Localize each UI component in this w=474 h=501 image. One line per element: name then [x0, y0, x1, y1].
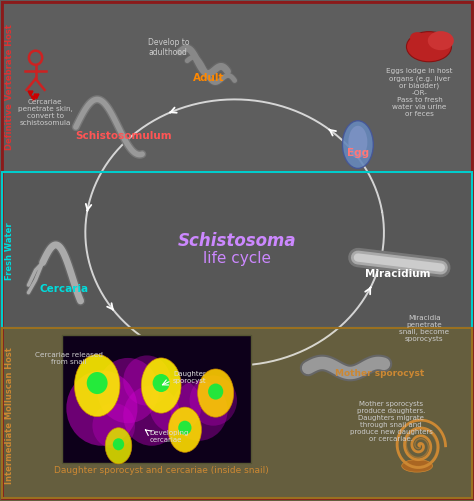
- Text: Miracidium: Miracidium: [365, 268, 431, 278]
- Ellipse shape: [410, 33, 424, 44]
- Text: Cercariae released
from snail: Cercariae released from snail: [35, 352, 103, 365]
- Ellipse shape: [342, 121, 373, 169]
- Text: Definitive Vertebrate Host: Definitive Vertebrate Host: [5, 24, 14, 149]
- Circle shape: [153, 374, 170, 392]
- Text: Cercariae
penetrate skin,
convert to
schistosomula: Cercariae penetrate skin, convert to sch…: [18, 99, 73, 126]
- Circle shape: [66, 371, 137, 446]
- Ellipse shape: [198, 369, 234, 417]
- Text: Develop to
adulthood: Develop to adulthood: [147, 38, 189, 57]
- Bar: [62, 336, 251, 463]
- Circle shape: [149, 378, 201, 433]
- Circle shape: [123, 386, 180, 446]
- Bar: [2, 328, 472, 498]
- Circle shape: [208, 384, 223, 400]
- Text: Cercaria: Cercaria: [39, 283, 89, 293]
- Bar: [0, 173, 474, 328]
- Circle shape: [113, 438, 124, 450]
- Ellipse shape: [407, 33, 451, 63]
- Text: Miracidia
penetrate
snail, become
sporocysts: Miracidia penetrate snail, become sporoc…: [399, 315, 449, 342]
- Ellipse shape: [428, 32, 454, 51]
- Text: Fresh Water: Fresh Water: [5, 222, 14, 279]
- Circle shape: [171, 381, 228, 441]
- Ellipse shape: [402, 460, 432, 472]
- Bar: [2, 173, 472, 328]
- Bar: [0, 328, 474, 501]
- Bar: [2, 3, 472, 173]
- Text: Egg: Egg: [347, 148, 369, 158]
- Ellipse shape: [141, 358, 181, 413]
- Text: Adult: Adult: [193, 73, 224, 83]
- Text: Schistosoma: Schistosoma: [178, 231, 296, 249]
- Text: Daughter sporocyst and cercariae (inside snail): Daughter sporocyst and cercariae (inside…: [54, 465, 269, 474]
- Ellipse shape: [348, 126, 367, 159]
- Ellipse shape: [74, 355, 120, 417]
- Circle shape: [92, 403, 135, 448]
- Circle shape: [190, 376, 237, 426]
- Text: Intermediate Molluscan Host: Intermediate Molluscan Host: [5, 346, 14, 483]
- Text: Developing
cercariae: Developing cercariae: [149, 429, 189, 442]
- Circle shape: [178, 421, 191, 435]
- Text: life cycle: life cycle: [203, 250, 271, 266]
- Text: Schistosomulum: Schistosomulum: [75, 130, 172, 140]
- Ellipse shape: [168, 407, 201, 452]
- Ellipse shape: [105, 428, 132, 464]
- Text: Mother sporocyst: Mother sporocyst: [335, 369, 424, 378]
- Text: Eggs lodge in host
organs (e.g. liver
or bladder)
-OR-
Pass to fresh
water via u: Eggs lodge in host organs (e.g. liver or…: [386, 68, 453, 117]
- Circle shape: [87, 372, 108, 394]
- Bar: [0, 0, 474, 173]
- Circle shape: [123, 356, 171, 406]
- Text: Daughter
sporocyst: Daughter sporocyst: [173, 370, 207, 383]
- Circle shape: [97, 358, 159, 423]
- Text: Mother sporocysts
produce daughters.
Daughters migrate
through snail and
produce: Mother sporocysts produce daughters. Dau…: [350, 400, 432, 441]
